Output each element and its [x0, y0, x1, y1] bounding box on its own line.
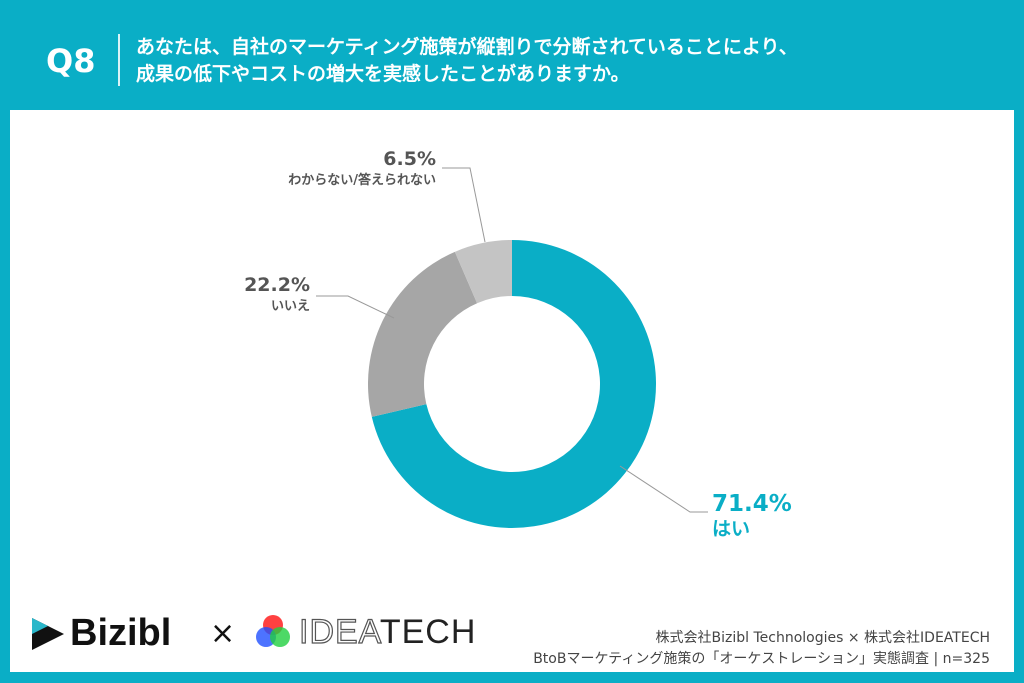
- label-cat-unknown: わからない/答えられない: [288, 172, 436, 188]
- credit-line-1: 株式会社Bizibl Technologies × 株式会社IDEATECH: [655, 630, 990, 646]
- question-line-2: 成果の低下やコストの増大を実感したことがありますか。: [136, 63, 630, 85]
- slice-yes: [371, 240, 656, 528]
- ideatech-light: IDEA: [298, 612, 380, 651]
- label-pct-unknown: 6.5%: [383, 148, 436, 170]
- slice-unknown: [454, 240, 512, 304]
- leader-unknown: [442, 167, 486, 243]
- ideatech-logo: IDEATECH: [255, 612, 476, 652]
- bizibl-logo-text: Bizibl: [70, 612, 172, 654]
- label-pct-no: 22.2%: [244, 274, 310, 296]
- leader-no: [316, 295, 395, 319]
- label-pct-yes: 71.4%: [712, 491, 792, 517]
- credit: 株式会社Bizibl Technologies × 株式会社IDEATECH B…: [533, 628, 990, 670]
- slice-no: [368, 251, 478, 417]
- question-line-1: あなたは、自社のマーケティング施策が縦割りで分断されていることにより、: [136, 36, 798, 58]
- chart-panel: [10, 110, 1014, 672]
- question-text: あなたは、自社のマーケティング施策が縦割りで分断されていることにより、 成果の低…: [136, 34, 798, 88]
- bizibl-logo: Bizibl: [30, 612, 171, 655]
- divider: [118, 34, 120, 86]
- play-icon: [32, 617, 64, 650]
- times-sign: ×: [210, 616, 236, 651]
- ideatech-dark: TECH: [379, 612, 477, 651]
- credit-line-2: BtoBマーケティング施策の「オーケストレーション」実態調査 | n=325: [533, 651, 990, 667]
- leader-yes: [619, 465, 708, 513]
- label-cat-no: いいえ: [271, 299, 310, 314]
- question-number: Q8: [46, 42, 96, 80]
- rgb-circles-icon: [256, 615, 290, 647]
- label-cat-yes: はい: [712, 518, 750, 540]
